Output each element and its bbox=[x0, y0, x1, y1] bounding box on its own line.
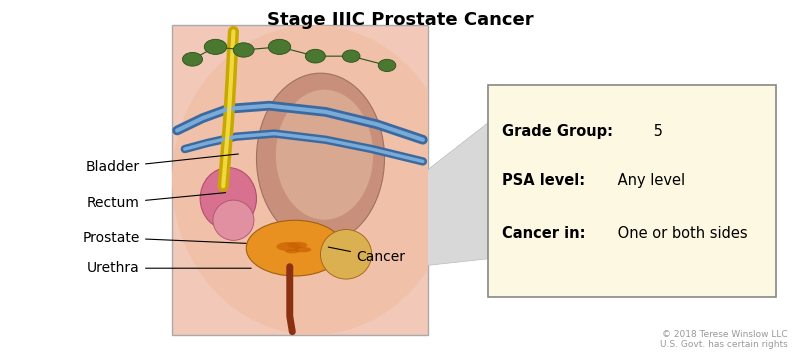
Text: PSA level:: PSA level: bbox=[502, 173, 586, 188]
Ellipse shape bbox=[172, 25, 454, 335]
Ellipse shape bbox=[277, 242, 301, 251]
FancyBboxPatch shape bbox=[172, 25, 428, 335]
Ellipse shape bbox=[306, 49, 326, 63]
Text: Stage IIIC Prostate Cancer: Stage IIIC Prostate Cancer bbox=[266, 11, 534, 29]
Text: Cancer: Cancer bbox=[328, 247, 405, 264]
Ellipse shape bbox=[213, 200, 254, 240]
Ellipse shape bbox=[204, 39, 226, 54]
Ellipse shape bbox=[287, 242, 307, 248]
Ellipse shape bbox=[246, 220, 343, 276]
Ellipse shape bbox=[285, 249, 299, 253]
Text: 5: 5 bbox=[649, 124, 662, 139]
Text: Grade Group:: Grade Group: bbox=[502, 124, 614, 139]
Ellipse shape bbox=[257, 73, 385, 243]
Ellipse shape bbox=[276, 90, 373, 220]
Text: Cancer in:: Cancer in: bbox=[502, 226, 586, 241]
Text: Urethra: Urethra bbox=[87, 261, 251, 275]
Ellipse shape bbox=[378, 59, 396, 72]
Ellipse shape bbox=[200, 168, 257, 230]
Ellipse shape bbox=[268, 39, 290, 54]
Text: Prostate: Prostate bbox=[82, 231, 246, 244]
Ellipse shape bbox=[234, 43, 254, 57]
Text: Any level: Any level bbox=[613, 173, 685, 188]
Ellipse shape bbox=[294, 247, 311, 252]
Polygon shape bbox=[359, 123, 488, 273]
FancyBboxPatch shape bbox=[488, 85, 776, 297]
Ellipse shape bbox=[321, 230, 372, 279]
Text: One or both sides: One or both sides bbox=[614, 226, 748, 241]
Ellipse shape bbox=[182, 53, 202, 66]
Ellipse shape bbox=[342, 50, 360, 62]
Text: Bladder: Bladder bbox=[86, 154, 238, 174]
Text: © 2018 Terese Winslow LLC
U.S. Govt. has certain rights: © 2018 Terese Winslow LLC U.S. Govt. has… bbox=[660, 330, 788, 349]
Text: Rectum: Rectum bbox=[87, 193, 226, 210]
